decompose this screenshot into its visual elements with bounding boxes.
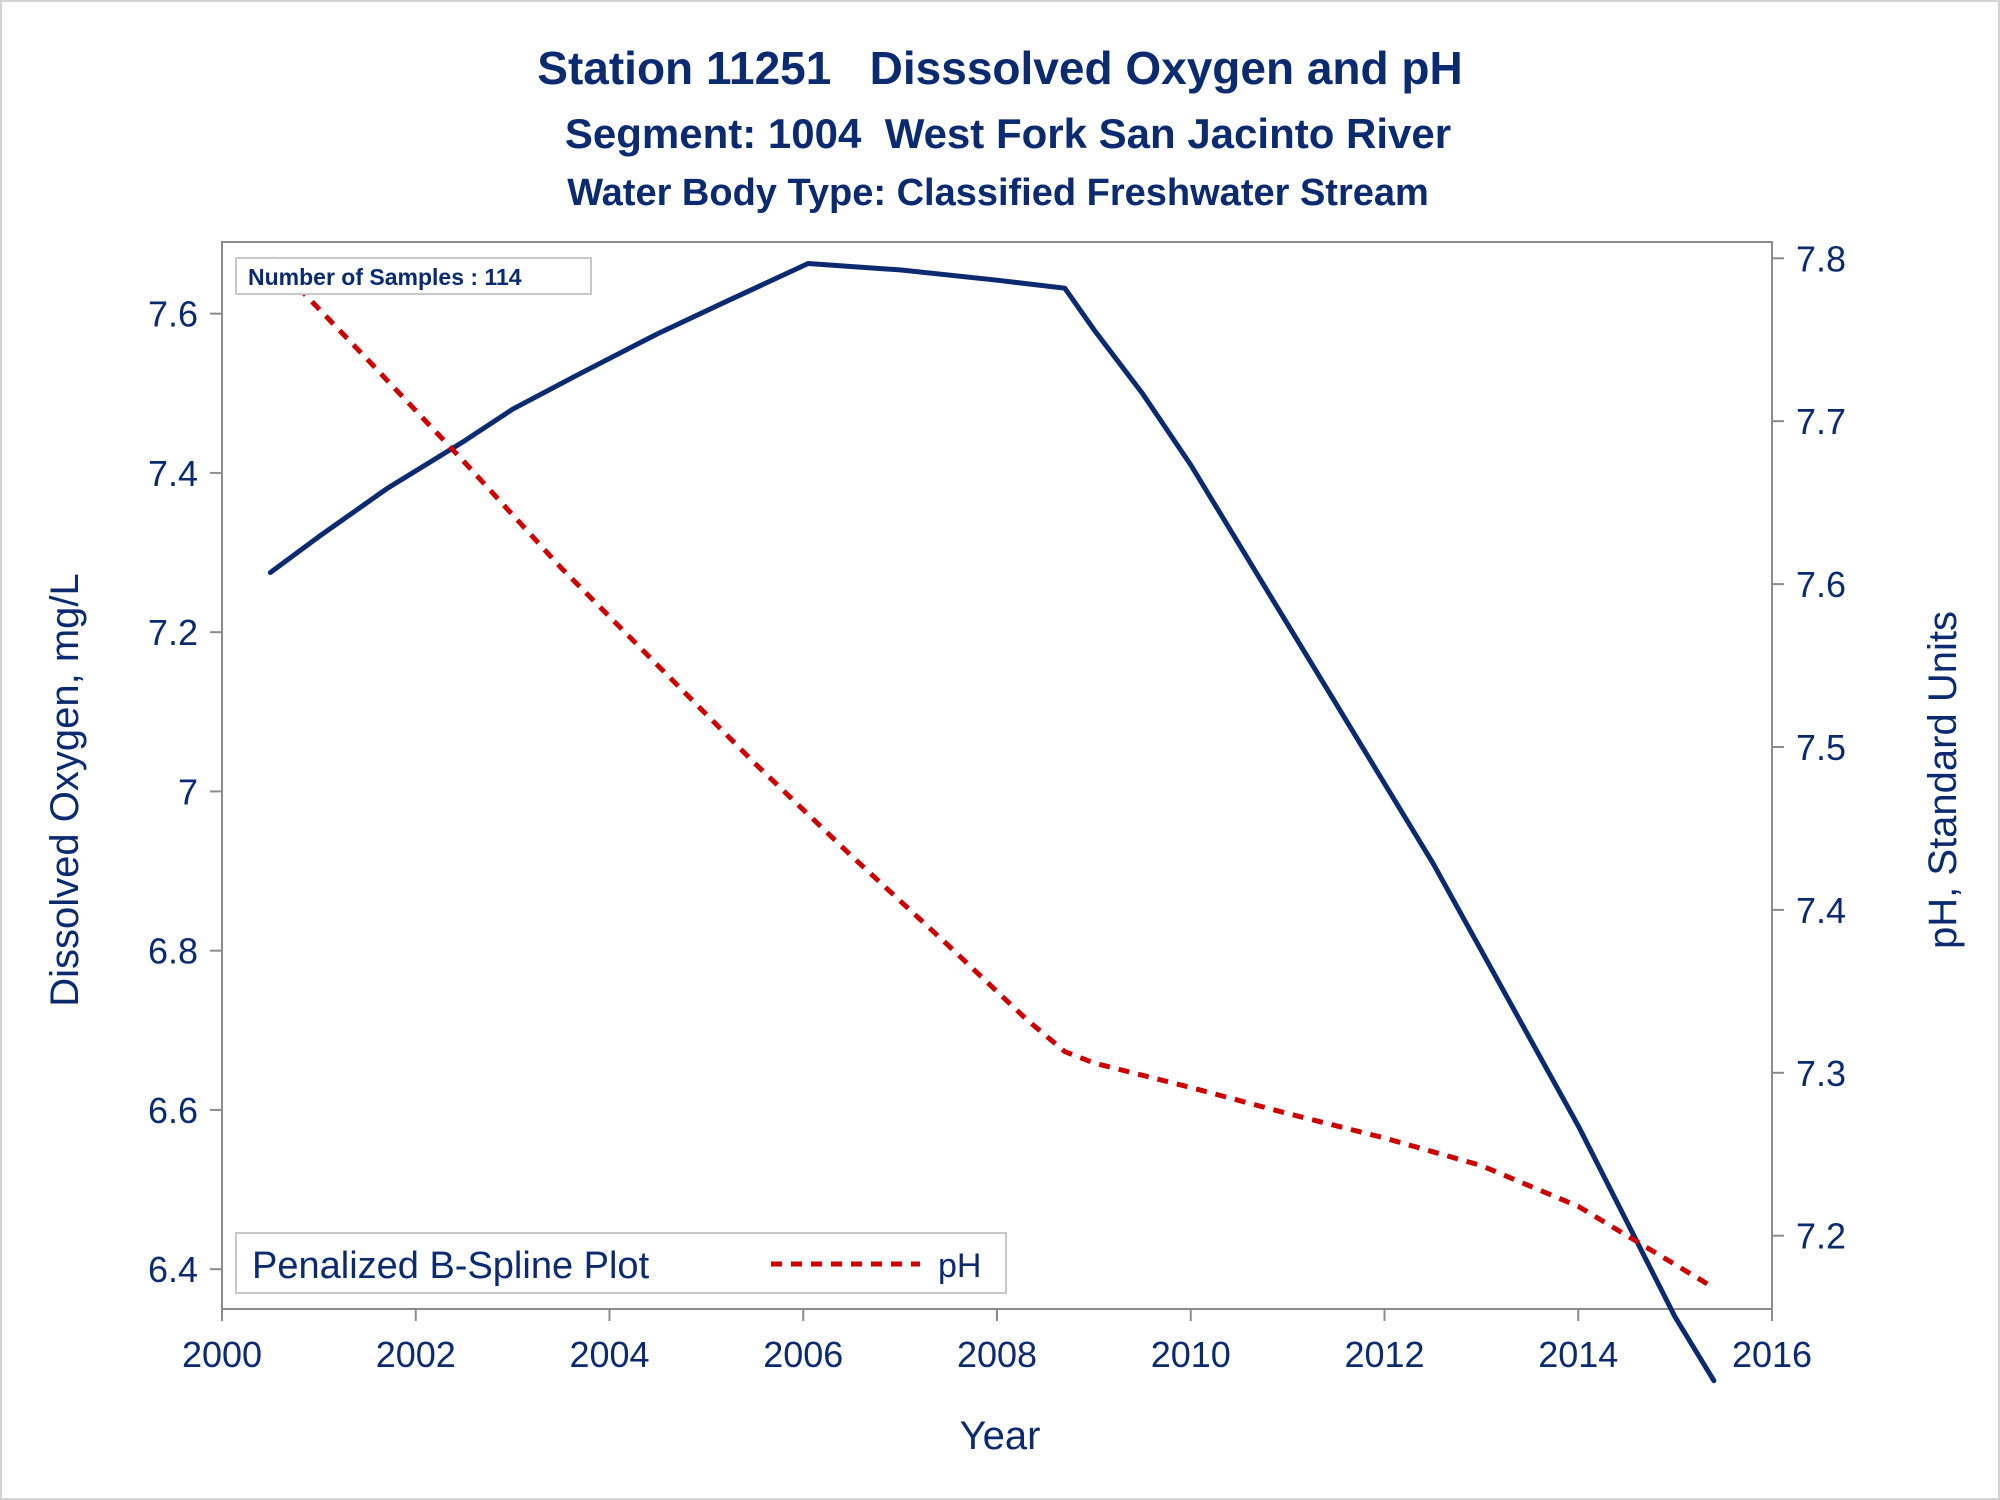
x-tick-label: 2006 [763,1334,843,1375]
y2-tick-label: 7.2 [1796,1216,1846,1257]
y2-tick-label: 7.6 [1796,564,1846,605]
y-tick-label: 7.2 [148,612,198,653]
sample-count-label: Number of Samples : 114 [248,264,522,290]
y-axis-label: Dissolved Oxygen, mg/L [43,573,87,1007]
y-tick-label: 7 [178,771,198,812]
y2-tick-label: 7.5 [1796,727,1846,768]
x-tick-label: 2002 [376,1334,456,1375]
y-axis-right: 7.2 7.3 7.4 7.5 7.6 7.7 7.8 [1772,238,1846,1257]
y-tick-label: 6.4 [148,1249,198,1290]
x-tick-label: 2008 [957,1334,1037,1375]
x-axis: 2000 2002 2004 2006 2008 2010 2012 2014 2016 [182,1309,1812,1375]
legend-title: Penalized B-Spline Plot [252,1245,650,1287]
x-tick-label: 2000 [182,1334,262,1375]
y2-tick-label: 7.7 [1796,401,1846,442]
y2-tick-label: 7.8 [1796,238,1846,279]
y-tick-label: 7.4 [148,453,198,494]
dissolved-oxygen-line [267,261,1717,1384]
x-tick-label: 2012 [1344,1334,1424,1375]
chart-subtitle-segment: Segment: 1004 West Fork San Jacinto Rive… [565,110,1451,157]
legend-box [235,1232,1007,1294]
y2-axis-label: pH, Standard Units [1921,611,1965,949]
x-tick-label: 2016 [1732,1334,1812,1375]
sample-count-box [235,257,592,295]
x-tick-label: 2014 [1538,1334,1618,1375]
ph-line [268,256,1716,1290]
y-tick-label: 6.8 [148,931,198,972]
x-axis-label: Year [960,1414,1041,1458]
y-axis-left: 6.4 6.6 6.8 7 7.2 7.4 7.6 [148,294,222,1290]
x-tick-label: 2010 [1151,1334,1231,1375]
plot-area [221,241,1773,1310]
y-tick-label: 6.6 [148,1090,198,1131]
x-tick-label: 2004 [569,1334,649,1375]
y2-tick-label: 7.4 [1796,890,1846,931]
y2-tick-label: 7.3 [1796,1053,1846,1094]
legend-ph-label: pH [938,1247,981,1285]
y-tick-label: 7.6 [148,294,198,335]
chart-subtitle-waterbody: Water Body Type: Classified Freshwater S… [567,172,1429,214]
chart-title: Station 11251 Disssolved Oxygen and pH [537,42,1462,94]
